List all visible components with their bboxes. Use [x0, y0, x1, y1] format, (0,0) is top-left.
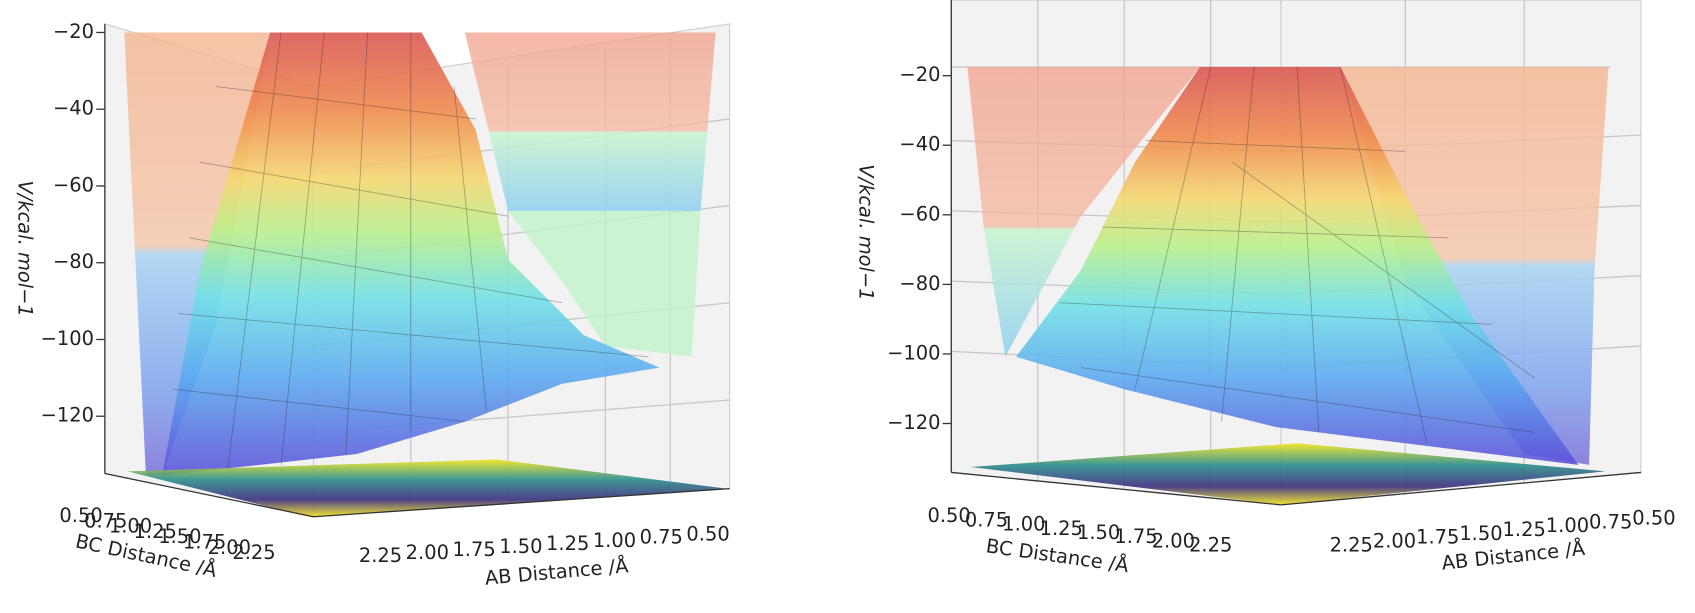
z-tick-label: −20 [899, 63, 940, 86]
y-tick-label: 2.00 [1152, 529, 1195, 552]
z-tick-label: −60 [899, 202, 940, 225]
y-tick-label: 1.25 [1040, 517, 1083, 540]
x-tick-label: 2.25 [1330, 533, 1373, 556]
y-tick-label: 1.50 [1077, 521, 1120, 544]
mesh [1059, 66, 1536, 444]
x-axis [1280, 471, 1642, 506]
z-axis-label: V/kcal. mol−1 [854, 164, 877, 300]
x-tick-label: 1.50 [1459, 522, 1502, 545]
y-axis [951, 471, 1282, 506]
x-tick-label: 1.25 [1503, 518, 1546, 541]
panel-right [950, 0, 1642, 506]
x-axis-label: AB Distance /Å [484, 554, 630, 590]
y-tick-label: 0.75 [965, 508, 1008, 531]
y-tick-label: 2.25 [1189, 533, 1232, 556]
y-tick-label: 2.25 [232, 541, 275, 564]
z-tick-label: −20 [53, 20, 94, 43]
x-tick-label: 1.25 [546, 532, 589, 555]
x-tick-label: 1.75 [1416, 526, 1459, 549]
x-tick-label: 1.00 [1546, 514, 1589, 537]
surface-wall [1340, 67, 1609, 465]
z-tick-label: −40 [53, 97, 94, 120]
x-tick-label: 1.50 [499, 535, 542, 558]
x-tick-label: 0.75 [1589, 510, 1632, 533]
y-tick-label: 1.75 [183, 531, 226, 554]
surface-wall [124, 32, 271, 476]
z-tick-label: −120 [41, 404, 94, 427]
y-tick-label: 1.75 [1114, 525, 1157, 548]
z-axis-label: V/kcal. mol−1 [13, 180, 36, 316]
y-tick-label: 1.25 [134, 520, 177, 543]
x-axis [313, 488, 730, 518]
y-tick-label: 2.00 [208, 536, 251, 559]
y-tick-label: 1.00 [109, 515, 152, 538]
x-tick-label: 1.00 [593, 529, 636, 552]
z-tick-label: −60 [53, 173, 94, 196]
z-tick-label: −40 [899, 133, 940, 156]
y-tick-label: 1.50 [158, 525, 201, 548]
surface-wall [508, 210, 701, 357]
y-axis [104, 472, 314, 518]
mesh [172, 32, 649, 476]
y-tick-label: 0.75 [84, 510, 127, 533]
floor-contour [970, 443, 1606, 505]
z-tick-label: −80 [53, 250, 94, 273]
surface-wall [967, 67, 1200, 357]
x-tick-label: 1.75 [452, 538, 495, 561]
surface [1016, 67, 1579, 465]
y-tick-label: 0.50 [59, 504, 102, 527]
z-tick-label: −80 [899, 272, 940, 295]
x-tick-label: 2.25 [359, 544, 402, 567]
x-tick-label: 0.75 [640, 526, 683, 549]
panel-left [104, 23, 731, 518]
y-tick-label: 0.50 [927, 504, 970, 527]
z-tick-label: −100 [41, 327, 94, 350]
x-tick-label: 0.50 [686, 523, 729, 546]
x-tick-label: 2.00 [1373, 530, 1416, 553]
x-tick-label: 2.00 [406, 541, 449, 564]
z-tick-label: −120 [887, 411, 940, 434]
surface-wall [464, 32, 716, 211]
y-tick-label: 1.00 [1002, 513, 1045, 536]
floor-contour [127, 459, 727, 517]
surface [162, 32, 660, 476]
z-tick-label: −100 [887, 341, 940, 364]
x-tick-label: 0.50 [1632, 506, 1675, 529]
